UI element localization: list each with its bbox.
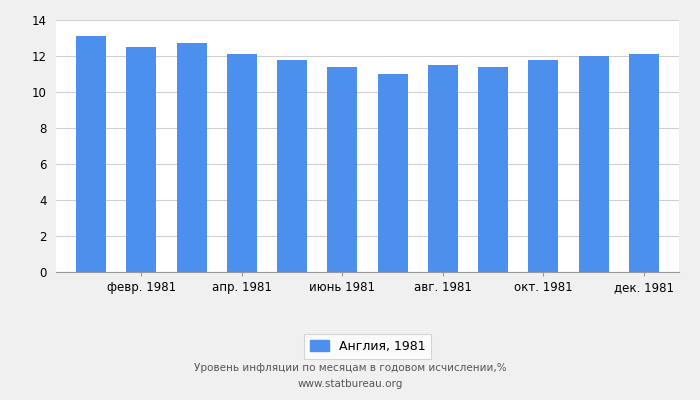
Text: Уровень инфляции по месяцам в годовом исчислении,%: Уровень инфляции по месяцам в годовом ис…: [194, 363, 506, 373]
Bar: [478, 67, 508, 272]
Bar: [578, 56, 609, 272]
Bar: [277, 60, 307, 272]
Bar: [377, 74, 407, 272]
Bar: [76, 36, 106, 272]
Bar: [528, 60, 559, 272]
Bar: [629, 54, 659, 272]
Legend: Англия, 1981: Англия, 1981: [304, 334, 431, 359]
Text: www.statbureau.org: www.statbureau.org: [298, 379, 402, 389]
Bar: [126, 47, 157, 272]
Bar: [328, 67, 358, 272]
Bar: [428, 65, 458, 272]
Bar: [176, 44, 206, 272]
Bar: [227, 54, 257, 272]
